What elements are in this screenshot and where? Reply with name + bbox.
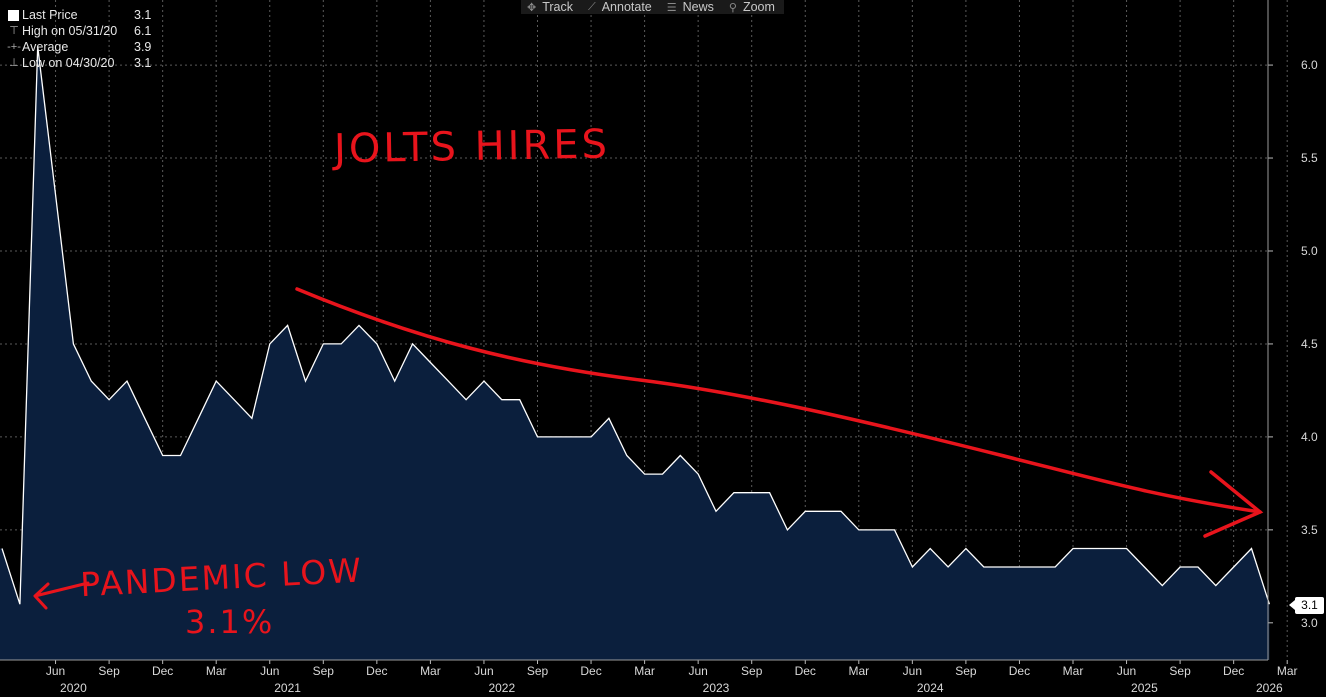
series-area: [0, 46, 1270, 660]
legend-row-last[interactable]: Last Price 3.1: [6, 7, 151, 23]
x-tick-label: Dec: [795, 664, 816, 678]
annotate-label: Annotate: [601, 0, 652, 14]
x-tick-label: Mar: [420, 664, 441, 678]
zoom-icon: ⚲: [728, 1, 737, 14]
y-tick-label: 6.0: [1301, 58, 1318, 72]
x-tick-label: Jun: [46, 664, 65, 678]
x-year-label: 2026: [1256, 681, 1283, 695]
legend-label: Average: [22, 40, 69, 54]
track-label: Track: [542, 0, 574, 14]
y-tick-label: 3.5: [1301, 523, 1318, 537]
legend-value: 3.9: [134, 40, 152, 54]
x-year-label: 2023: [703, 681, 730, 695]
legend-value: 3.1: [134, 8, 152, 22]
x-year-label: 2024: [917, 681, 944, 695]
x-tick-label: Sep: [741, 664, 763, 678]
x-year-label: 2021: [274, 681, 301, 695]
x-tick-label: Jun: [1117, 664, 1136, 678]
y-tick-label: 4.0: [1301, 430, 1318, 444]
x-year-label: 2020: [60, 681, 87, 695]
annotate-button[interactable]: ⟋ Annotate: [582, 0, 661, 14]
x-year-label: 2022: [488, 681, 515, 695]
y-tick-label: 5.5: [1301, 151, 1318, 165]
x-tick-label: Dec: [366, 664, 387, 678]
legend-value: 3.1: [134, 56, 152, 70]
track-icon: ✥: [527, 1, 537, 14]
x-tick-label: Dec: [1223, 664, 1244, 678]
x-tick-label: Mar: [206, 664, 227, 678]
x-tick-label: Dec: [580, 664, 601, 678]
last-value-badge: 3.1: [1289, 597, 1324, 614]
average-marker-icon: -+-: [7, 41, 21, 53]
x-tick-label: Sep: [955, 664, 977, 678]
legend-label: Low on 04/30/20: [22, 56, 115, 70]
y-tick-label: 5.0: [1301, 244, 1318, 258]
x-tick-label: Mar: [634, 664, 655, 678]
y-tick-label: 3.0: [1301, 616, 1318, 630]
low-marker-icon: ⊥: [9, 57, 19, 69]
y-tick-label: 4.5: [1301, 337, 1318, 351]
y-axis: 3.0 3.5 4.0 4.5 5.0 5.5 6.0: [1267, 0, 1318, 660]
x-tick-label: Jun: [260, 664, 279, 678]
x-tick-label: Jun: [688, 664, 707, 678]
x-tick-label: Jun: [903, 664, 922, 678]
x-year-label: 2025: [1131, 681, 1158, 695]
news-icon: ☰: [666, 1, 677, 14]
chart-toolbar: ✥ Track ⟋ Annotate ☰ News ⚲ Zoom: [521, 0, 784, 14]
x-tick-label: Mar: [848, 664, 869, 678]
legend-row-average[interactable]: -+- Average 3.9: [6, 39, 151, 55]
legend-value: 6.1: [134, 24, 152, 38]
zoom-button[interactable]: ⚲ Zoom: [723, 0, 784, 14]
track-button[interactable]: ✥ Track: [521, 0, 582, 14]
x-tick-label: Sep: [1169, 664, 1191, 678]
legend-row-low[interactable]: ⊥ Low on 04/30/20 3.1: [6, 55, 151, 71]
x-tick-label: Mar: [1277, 664, 1298, 678]
news-label: News: [682, 0, 714, 14]
x-tick-label: Dec: [1009, 664, 1030, 678]
annotate-icon: ⟋: [588, 0, 596, 13]
x-tick-label: Dec: [152, 664, 173, 678]
x-tick-label: Jun: [474, 664, 493, 678]
high-marker-icon: ⊤: [9, 25, 19, 37]
x-tick-label: Mar: [1063, 664, 1084, 678]
last-price-swatch-icon: [8, 9, 19, 21]
x-axis: Jun Sep Dec Mar Jun Sep Dec Mar Jun Sep Dec Mar Jun S…: [0, 659, 1298, 695]
x-tick-label: Sep: [313, 664, 335, 678]
legend-row-high[interactable]: ⊤ High on 05/31/20 6.1: [6, 23, 151, 39]
legend: Last Price 3.1 ⊤ High on 05/31/20 6.1 -+…: [6, 7, 151, 71]
zoom-label: Zoom: [742, 0, 775, 14]
x-tick-label: Sep: [527, 664, 549, 678]
legend-label: High on 05/31/20: [22, 24, 118, 38]
legend-label: Last Price: [22, 8, 78, 22]
news-button[interactable]: ☰ News: [661, 0, 723, 14]
x-tick-label: Sep: [98, 664, 120, 678]
